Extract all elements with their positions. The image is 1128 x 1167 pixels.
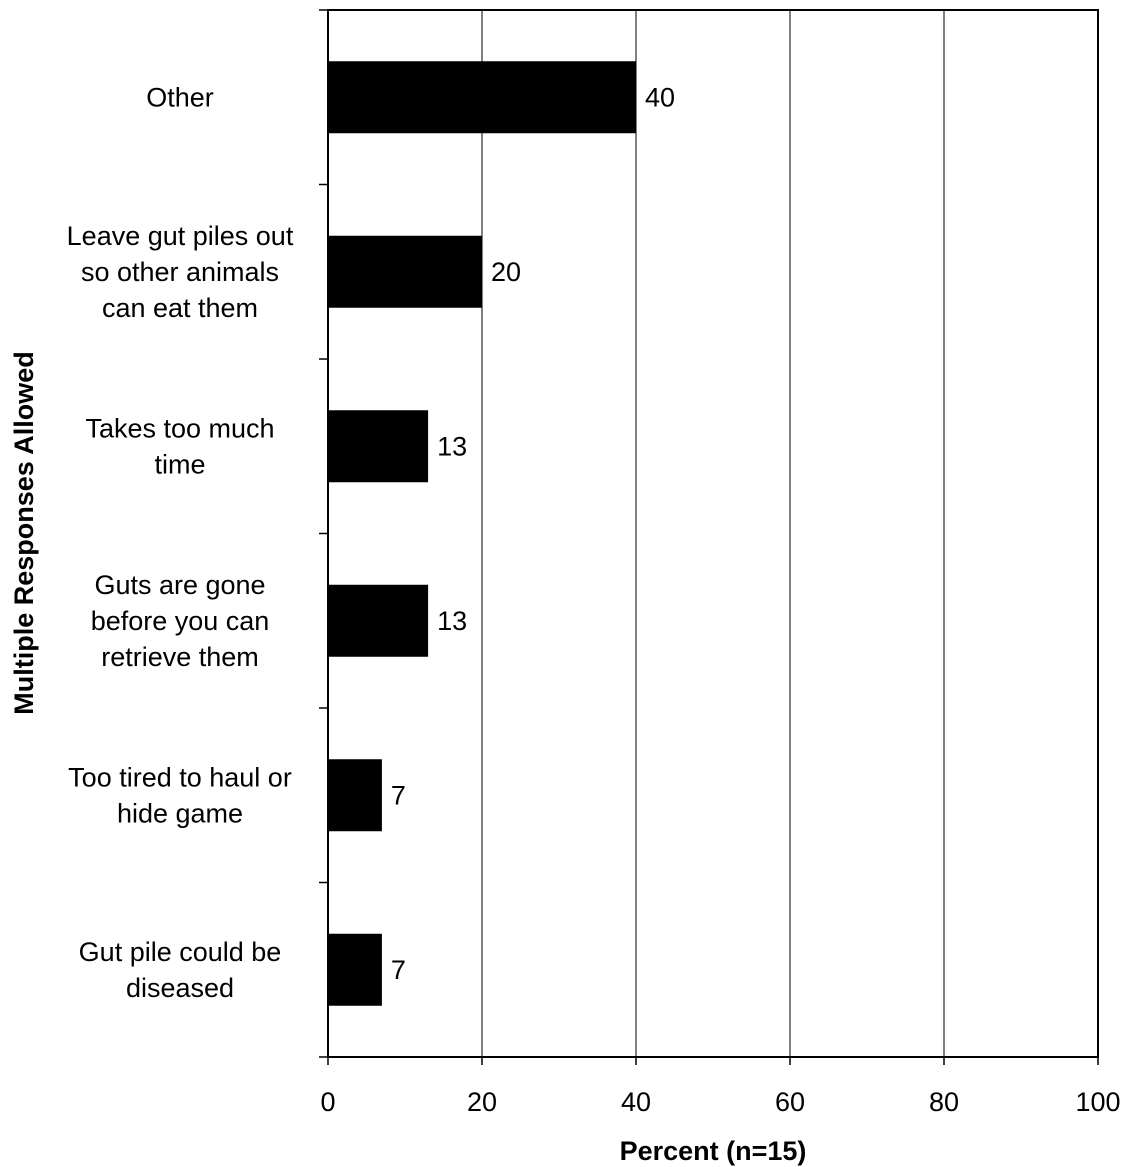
category-label-3: Guts are gone before you can retrieve them bbox=[91, 570, 270, 672]
data-label-1: 20 bbox=[491, 257, 521, 287]
category-label-line: before you can bbox=[91, 606, 270, 636]
category-label-0: Other bbox=[146, 82, 214, 112]
plot-frame bbox=[327, 9, 1099, 1058]
bar-4 bbox=[328, 759, 382, 832]
data-label-0: 40 bbox=[645, 82, 675, 112]
x-tick-label-20: 20 bbox=[467, 1087, 497, 1117]
category-label-4: Too tired to haul or hide game bbox=[68, 762, 292, 828]
category-label-line: so other animals bbox=[81, 257, 279, 287]
y-axis-title: Multiple Responses Allowed bbox=[9, 351, 39, 715]
x-tick-label-40: 40 bbox=[621, 1087, 651, 1117]
bar-0 bbox=[328, 61, 636, 134]
category-label-line: Too tired to haul or bbox=[68, 762, 292, 792]
category-label-line: hide game bbox=[117, 798, 243, 828]
category-label-5: Gut pile could be diseased bbox=[79, 937, 282, 1003]
category-label-line: retrieve them bbox=[101, 642, 259, 672]
category-label-line: diseased bbox=[126, 973, 234, 1003]
bar-1 bbox=[328, 235, 482, 308]
category-label-1: Leave gut piles out so other animals can e… bbox=[67, 221, 294, 323]
x-tick-label-100: 100 bbox=[1075, 1087, 1120, 1117]
x-tick-label-60: 60 bbox=[775, 1087, 805, 1117]
x-axis-title: Percent (n=15) bbox=[620, 1136, 807, 1166]
bar-3 bbox=[328, 584, 429, 657]
bars bbox=[328, 61, 636, 1006]
category-label-line: Gut pile could be bbox=[79, 937, 282, 967]
x-tick-label-0: 0 bbox=[320, 1087, 335, 1117]
bar-5 bbox=[328, 933, 382, 1006]
category-label-line: time bbox=[154, 449, 205, 479]
category-label-2: Takes too much time bbox=[85, 413, 274, 479]
category-label-line: can eat them bbox=[102, 293, 258, 323]
category-label-line: Guts are gone bbox=[94, 570, 265, 600]
data-label-5: 7 bbox=[391, 955, 406, 985]
data-label-3: 13 bbox=[437, 606, 467, 636]
labels: 40 Other 20 Leave gut piles out so other ani… bbox=[67, 82, 675, 1003]
data-label-2: 13 bbox=[437, 431, 467, 461]
category-label-line: Other bbox=[146, 82, 214, 112]
gridlines bbox=[481, 10, 945, 1057]
data-label-4: 7 bbox=[391, 780, 406, 810]
category-label-line: Takes too much bbox=[85, 413, 274, 443]
bar-2 bbox=[328, 410, 429, 483]
axes: 0 20 40 60 80 100 bbox=[319, 9, 1121, 1117]
x-tick-label-80: 80 bbox=[929, 1087, 959, 1117]
category-label-line: Leave gut piles out bbox=[67, 221, 294, 251]
